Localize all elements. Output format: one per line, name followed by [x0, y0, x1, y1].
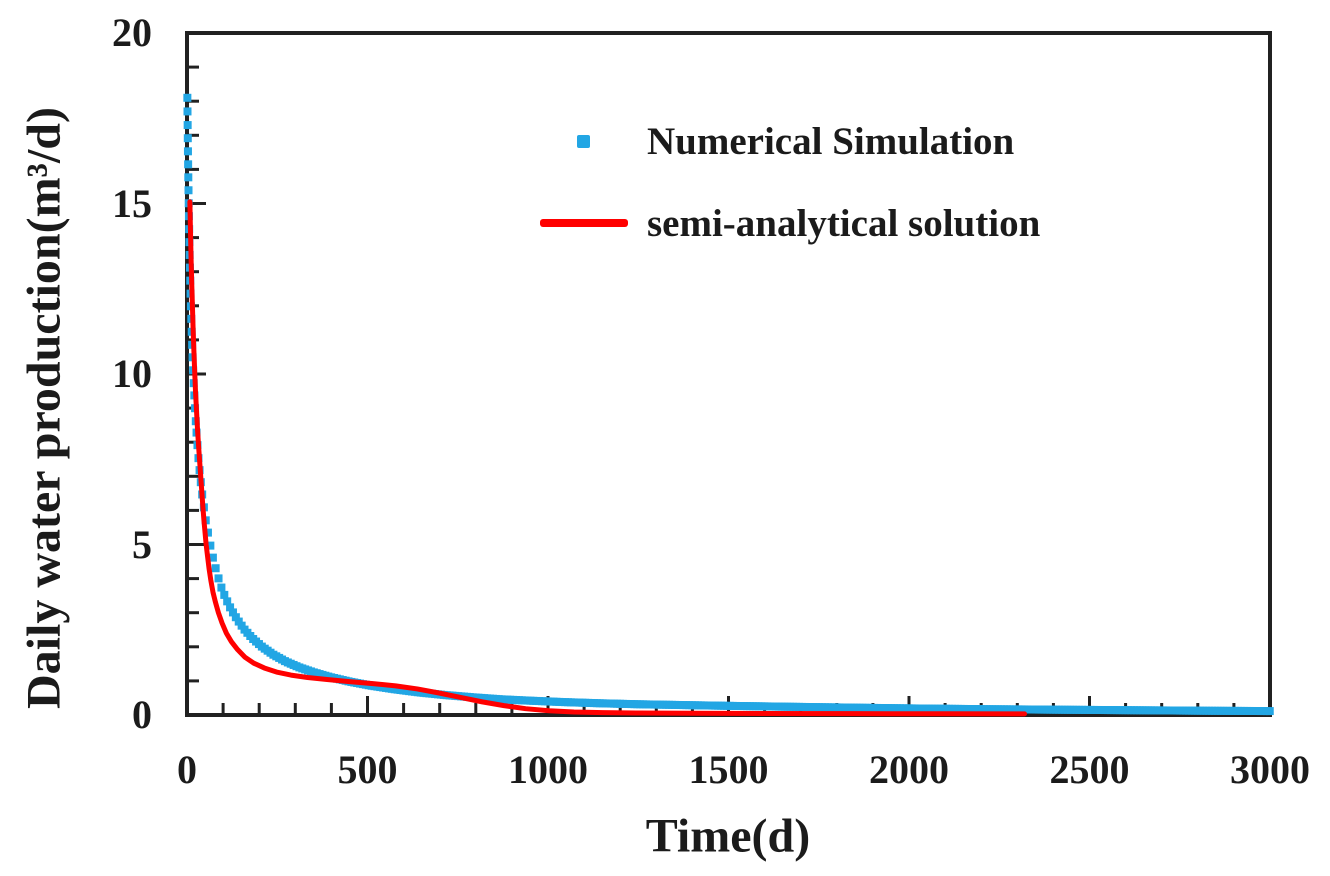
legend-marker-cell [520, 219, 647, 227]
y-tick-label: 20 [112, 10, 152, 55]
series-numerical-simulation [183, 93, 1274, 716]
y-tick-label: 10 [112, 351, 152, 396]
x-tick-label: 2000 [869, 747, 949, 792]
y-axis-title: Daily water production(m³/d) [17, 107, 71, 709]
x-tick-label: 500 [337, 747, 398, 792]
legend-item-semi-analytical: semi-analytical solution [520, 182, 1040, 264]
legend-item-numerical-simulation: Numerical Simulation [520, 100, 1040, 182]
x-tick-label: 1500 [688, 747, 769, 792]
x-tick-label: 0 [177, 747, 197, 792]
square-marker-icon [577, 134, 590, 148]
legend-marker-cell [520, 134, 647, 148]
line-marker-icon [539, 219, 628, 227]
legend: Numerical Simulation semi-analytical sol… [520, 100, 1040, 264]
y-tick-label: 0 [132, 692, 152, 737]
legend-label-numerical-simulation: Numerical Simulation [647, 119, 1015, 163]
series-semi-analytical-solution [187, 199, 1028, 717]
x-tick-label: 1000 [508, 747, 588, 792]
y-tick-label: 15 [112, 180, 152, 226]
legend-label-semi-analytical: semi-analytical solution [647, 201, 1041, 245]
x-axis-title: Time(d) [645, 809, 811, 863]
x-tick-label: 2500 [1049, 747, 1130, 792]
y-tick-label: 5 [132, 521, 152, 567]
x-tick-label: 3000 [1230, 747, 1310, 792]
